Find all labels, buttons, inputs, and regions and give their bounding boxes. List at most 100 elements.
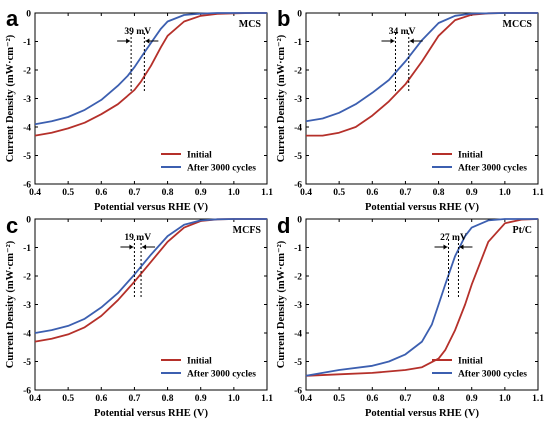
series-line-initial — [306, 12, 538, 137]
annotation-label: 19 mV — [124, 233, 151, 243]
y-tick-label: -4 — [294, 124, 302, 134]
y-tick-label: -2 — [294, 67, 302, 77]
x-tick-label: 0.5 — [62, 394, 74, 404]
y-tick-label: -6 — [294, 387, 302, 397]
x-tick-label: 0.6 — [95, 394, 107, 404]
y-tick-label: -4 — [294, 330, 302, 340]
annotation-arrowhead-left — [129, 244, 134, 250]
x-tick-label: 0.8 — [433, 394, 445, 404]
legend-label-initial: Initial — [187, 357, 212, 367]
x-tick-label: 0.9 — [195, 188, 207, 198]
x-tick-label: 1.1 — [532, 188, 544, 198]
y-tick-label: -1 — [23, 38, 31, 48]
x-axis-title: Potential versus RHE (V) — [94, 202, 209, 213]
legend-label-after: After 3000 cycles — [187, 370, 256, 380]
plot-frame — [34, 218, 268, 391]
annotation-label: 39 mV — [124, 27, 151, 37]
x-tick-label: 1.0 — [499, 394, 511, 404]
y-tick-label: -3 — [23, 301, 31, 311]
x-tick-label: 0.6 — [95, 188, 107, 198]
x-tick-label: 0.4 — [300, 188, 312, 198]
y-tick-label: 0 — [297, 10, 302, 20]
plot-frame — [305, 218, 539, 391]
legend-label-initial: Initial — [458, 357, 483, 367]
x-tick-label: 0.4 — [300, 394, 312, 404]
panel-letter: c — [6, 213, 18, 238]
y-tick-label: -5 — [294, 358, 302, 368]
x-axis-title: Potential versus RHE (V) — [365, 202, 480, 213]
y-tick-label: 0 — [297, 216, 302, 226]
y-tick-label: 0 — [26, 10, 31, 20]
panel-letter: d — [277, 213, 290, 238]
series-line-after — [305, 218, 538, 377]
legend-label-after: After 3000 cycles — [458, 370, 527, 380]
x-tick-label: 0.6 — [366, 188, 378, 198]
plot-frame — [34, 12, 268, 185]
x-tick-label: 0.7 — [399, 188, 411, 198]
y-tick-label: -1 — [294, 38, 302, 48]
y-tick-label: -3 — [294, 95, 302, 105]
annotation-label: 34 mV — [389, 27, 416, 37]
y-tick-label: -4 — [23, 330, 31, 340]
y-tick-label: -5 — [23, 358, 31, 368]
x-tick-label: 0.7 — [399, 394, 411, 404]
legend-label-after: After 3000 cycles — [187, 164, 256, 174]
sample-label: MCCS — [503, 19, 533, 30]
x-tick-label: 0.9 — [466, 188, 478, 198]
series-line-after — [34, 218, 267, 334]
y-tick-label: -5 — [23, 152, 31, 162]
x-tick-label: 0.4 — [29, 188, 41, 198]
series-line-after — [305, 12, 538, 123]
x-tick-label: 0.8 — [162, 188, 174, 198]
x-tick-label: 0.9 — [195, 394, 207, 404]
annotation-arrowhead-left — [443, 244, 448, 250]
x-tick-label: 1.0 — [228, 394, 240, 404]
panel-letter: a — [6, 6, 19, 31]
x-tick-label: 1.1 — [261, 188, 273, 198]
annotation-arrowhead-right — [142, 244, 147, 250]
x-tick-label: 0.6 — [366, 394, 378, 404]
legend-label-after: After 3000 cycles — [458, 164, 527, 174]
y-tick-label: -3 — [294, 301, 302, 311]
series-line-after — [34, 12, 267, 126]
x-tick-label: 0.7 — [128, 394, 140, 404]
panel-d: d 0.4 0.5 0.6 0.7 0.8 0.9 1.0 1.1 0 -1 -2 -3 -4 -5 -6 Po… — [276, 213, 544, 419]
sample-label: Pt/C — [513, 225, 532, 236]
panel-letter: b — [277, 6, 290, 31]
x-tick-label: 0.5 — [333, 188, 345, 198]
y-tick-label: -4 — [23, 124, 31, 134]
sample-label: MCFS — [233, 225, 262, 236]
annotation-arrowhead-right — [459, 244, 464, 250]
legend-label-initial: Initial — [458, 151, 483, 161]
panel-c: c 0.4 0.5 0.6 0.7 0.8 0.9 1.0 1.1 0 -1 -2 -3 -4 -5 -6 Po… — [5, 213, 273, 419]
y-tick-label: -1 — [294, 244, 302, 254]
y-tick-label: -6 — [23, 387, 31, 397]
annotation-label: 27 mV — [440, 233, 467, 243]
legend-label-initial: Initial — [187, 151, 212, 161]
x-tick-label: 1.1 — [261, 394, 273, 404]
x-tick-label: 0.8 — [162, 394, 174, 404]
annotation-arrowhead-left — [126, 38, 131, 44]
annotation-arrowhead-right — [145, 38, 150, 44]
annotation-arrowhead-left — [390, 38, 395, 44]
y-axis-title: Current Density (mW·cm⁻²) — [276, 34, 287, 162]
y-tick-label: -2 — [23, 273, 31, 283]
x-tick-label: 1.0 — [499, 188, 511, 198]
y-axis-title: Current Density (mW·cm⁻²) — [5, 240, 16, 368]
x-tick-label: 0.4 — [29, 394, 41, 404]
y-tick-label: -6 — [294, 181, 302, 191]
series-line-initial — [305, 218, 539, 377]
x-axis-title: Potential versus RHE (V) — [365, 408, 480, 419]
plot-frame — [305, 12, 539, 185]
sample-label: MCS — [239, 19, 262, 30]
panel-a: a 0.4 0.5 0.6 0.7 0.8 0.9 1.0 1.1 0 -1 -2 -3 -4 -5 -6 Po… — [5, 6, 273, 213]
x-tick-label: 0.5 — [333, 394, 345, 404]
y-tick-label: -3 — [23, 95, 31, 105]
y-tick-label: -2 — [23, 67, 31, 77]
annotation-arrowhead-right — [409, 38, 414, 44]
x-tick-label: 0.8 — [433, 188, 445, 198]
y-axis-title: Current Density (mW·cm⁻²) — [5, 34, 16, 162]
x-tick-label: 1.0 — [228, 188, 240, 198]
x-tick-label: 0.9 — [466, 394, 478, 404]
